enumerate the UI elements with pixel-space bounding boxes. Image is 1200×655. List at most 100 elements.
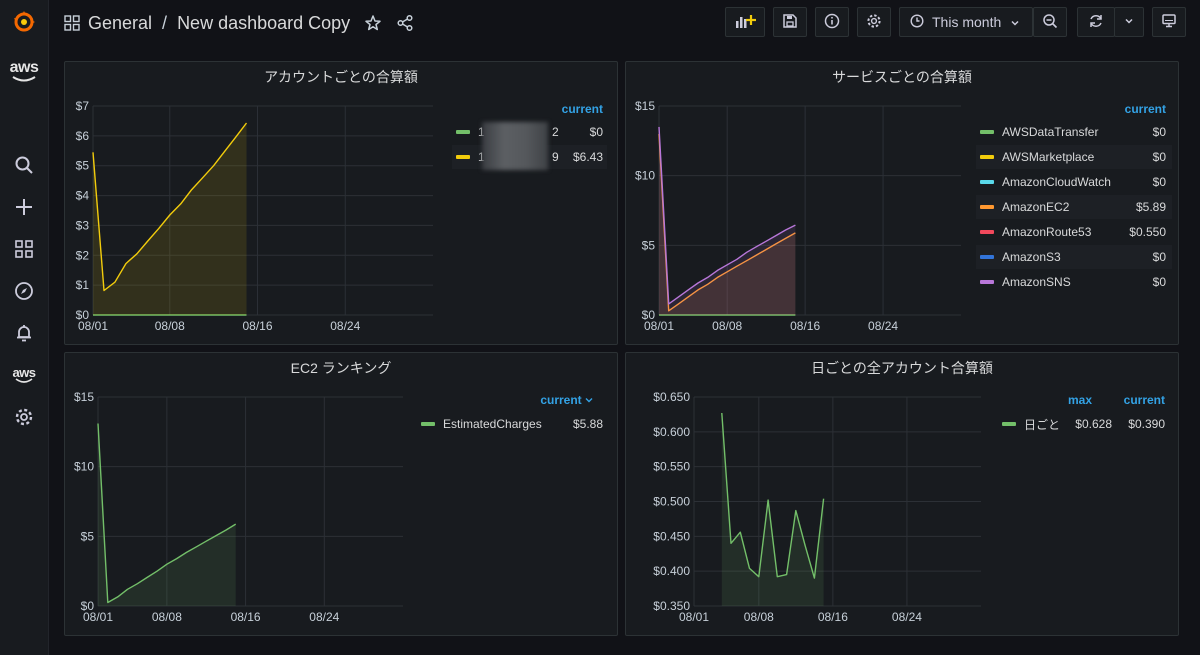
- top-navbar: General / New dashboard Copy This mont: [48, 0, 1200, 48]
- series-swatch: [980, 155, 994, 159]
- legend-name: 日ごと: [1024, 417, 1061, 432]
- add-panel-button[interactable]: [725, 7, 765, 37]
- y-tick-label: $3: [76, 218, 90, 232]
- legend-row[interactable]: AmazonSNS $0: [976, 270, 1172, 294]
- refresh-interval-dropdown[interactable]: [1114, 7, 1144, 37]
- bell-icon[interactable]: [0, 313, 48, 353]
- legend-row[interactable]: 日ごと $0.628 $0.390: [998, 412, 1170, 436]
- legend-header-current[interactable]: current: [540, 393, 593, 407]
- series-swatch: [980, 130, 994, 134]
- graph-account-total: $0 $1 $2 $3 $4 $5 $6 $7 08/01 08/08 08/16 08/24: [76, 99, 433, 333]
- grafana-logo-icon[interactable]: [0, 2, 48, 42]
- plus-icon[interactable]: [0, 187, 48, 227]
- legend-row[interactable]: 1 2 $0: [452, 120, 607, 144]
- graph-ec2-ranking: $0 $5 $10 $15 08/01 08/08 08/16 08/24: [74, 390, 403, 624]
- dashboards-icon[interactable]: [0, 229, 48, 269]
- legend-row[interactable]: AmazonRoute53 $0.550: [976, 220, 1172, 244]
- y-tick-label: $0.550: [653, 460, 690, 474]
- share-icon[interactable]: [396, 14, 414, 32]
- legend-name-prefix: 1: [478, 125, 485, 139]
- series-swatch: [980, 180, 994, 184]
- settings-icon: [866, 13, 882, 32]
- time-range-label: This month: [932, 14, 1002, 30]
- explore-icon[interactable]: [0, 271, 48, 311]
- save-button[interactable]: [773, 7, 807, 37]
- legend-row[interactable]: AWSDataTransfer $0: [976, 120, 1172, 144]
- settings-button[interactable]: [857, 7, 891, 37]
- legend-name-prefix: 1: [478, 150, 485, 164]
- series-area: [93, 123, 247, 315]
- y-tick-label: $6: [76, 129, 90, 143]
- legend-current-value: $5.89: [1135, 200, 1166, 214]
- legend-header-max: max: [1067, 393, 1092, 407]
- aws-logo-icon[interactable]: aws: [0, 52, 48, 92]
- legend: max current 日ごと $0.628 $0.390: [998, 393, 1170, 453]
- star-icon[interactable]: [364, 14, 382, 32]
- y-tick-label: $5: [81, 529, 95, 543]
- chevron-down-icon: [1124, 15, 1134, 29]
- gear-icon[interactable]: [0, 397, 48, 437]
- legend-row[interactable]: EstimatedCharges $5.88: [417, 412, 607, 436]
- graph-service-total: $0 $5 $10 $15 08/01 08/08 08/16 08/24: [635, 99, 961, 333]
- legend-header-current: current: [1124, 102, 1166, 116]
- panel-title[interactable]: 日ごとの全アカウント合算額: [811, 360, 993, 376]
- redacted-account-id: [482, 122, 548, 170]
- x-tick-label: 08/01: [644, 319, 674, 333]
- refresh-icon: [1088, 13, 1104, 32]
- x-tick-label: 08/01: [83, 610, 113, 624]
- legend-name: AmazonRoute53: [1002, 225, 1092, 239]
- aws-plugin-icon[interactable]: aws: [12, 364, 36, 383]
- panel-daily-total[interactable]: 日ごとの全アカウント合算額 $0.350 $0.400 $0.450 $0.500 $0…: [625, 352, 1179, 636]
- refresh-button[interactable]: [1077, 7, 1115, 37]
- add-panel-icon: [734, 13, 756, 32]
- legend-name-suffix: 9: [552, 150, 559, 164]
- panel-title[interactable]: EC2 ランキング: [290, 360, 392, 376]
- info-button[interactable]: [815, 7, 849, 37]
- breadcrumb-folder[interactable]: General: [88, 12, 153, 33]
- panel-service-total[interactable]: サービスごとの合算額 $0 $5 $10 $15 08/01 08/08 08/16 08/2…: [625, 61, 1179, 345]
- dashboard-title[interactable]: New dashboard Copy: [177, 12, 351, 33]
- legend-max-value: $0.628: [1075, 417, 1112, 431]
- chevron-down-icon: [1010, 17, 1020, 31]
- breadcrumb-separator: /: [162, 12, 168, 33]
- panel-account-total[interactable]: アカウントごとの合算額 $0 $1 $2 $3 $4 $5 $6 $7 08/01 08/08 08…: [64, 61, 618, 345]
- search-icon[interactable]: [0, 145, 48, 185]
- panel-title[interactable]: サービスごとの合算額: [832, 69, 972, 85]
- panel-ec2-ranking[interactable]: EC2 ランキング $0 $5 $10 $15 08/01 08/08 08/16 08/24…: [64, 352, 618, 636]
- legend-header-label: current: [540, 393, 582, 407]
- legend-current-value: $5.88: [572, 417, 603, 431]
- legend-current-value: $0: [1152, 175, 1166, 189]
- zoom-out-button[interactable]: [1033, 7, 1067, 37]
- y-tick-label: $0.600: [653, 425, 690, 439]
- legend-name: AWSMarketplace: [1002, 150, 1095, 164]
- series-swatch: [980, 230, 994, 234]
- legend-name: AmazonCloudWatch: [1002, 175, 1111, 189]
- legend-row[interactable]: AWSMarketplace $0: [976, 145, 1172, 169]
- legend-row[interactable]: AmazonS3 $0: [976, 245, 1172, 269]
- legend-current-value: $0: [589, 125, 603, 139]
- series-swatch: [980, 280, 994, 284]
- series-swatch: [980, 255, 994, 259]
- series-line: [92, 122, 248, 292]
- legend-row[interactable]: AmazonCloudWatch $0: [976, 170, 1172, 194]
- legend: current 1 2 $0 1 9 $6.43: [452, 102, 607, 182]
- x-tick-label: 08/24: [868, 319, 898, 333]
- x-tick-label: 08/16: [231, 610, 261, 624]
- panel-title[interactable]: アカウントごとの合算額: [264, 69, 418, 85]
- legend-current-value: $0: [1152, 125, 1166, 139]
- time-picker-button[interactable]: This month: [899, 7, 1033, 37]
- x-tick-label: 08/24: [309, 610, 339, 624]
- x-tick-label: 08/08: [712, 319, 742, 333]
- tv-mode-button[interactable]: [1152, 7, 1186, 37]
- x-tick-label: 08/01: [78, 319, 108, 333]
- legend-name: AmazonSNS: [1002, 275, 1071, 289]
- y-tick-label: $0.650: [653, 390, 690, 404]
- y-tick-label: $0: [81, 599, 95, 613]
- y-tick-label: $1: [76, 278, 90, 292]
- y-tick-label: $5: [76, 159, 90, 173]
- y-tick-label: $0.500: [653, 495, 690, 509]
- legend-row[interactable]: AmazonEC2 $5.89: [976, 195, 1172, 219]
- legend-name: AmazonS3: [1002, 250, 1061, 264]
- legend-current-value: $0.390: [1128, 417, 1165, 431]
- sidebar: aws aws: [0, 0, 49, 655]
